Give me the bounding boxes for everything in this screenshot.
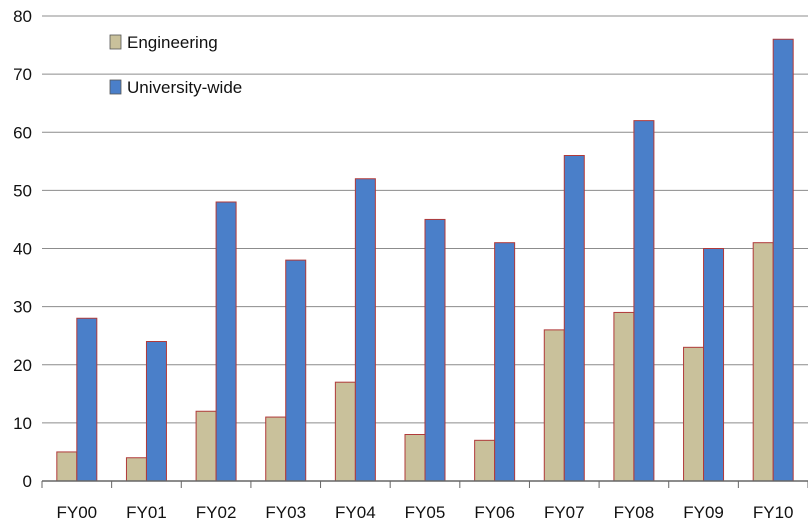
legend-swatch xyxy=(109,79,122,95)
x-tick-label: FY05 xyxy=(405,503,446,522)
bar-university-wide-fy04 xyxy=(354,178,376,482)
y-tick-label: 20 xyxy=(13,356,32,375)
bar-university-wide-fy10 xyxy=(772,38,794,482)
bar-university-wide-fy09 xyxy=(703,248,725,482)
bar-university-wide-fy05 xyxy=(424,218,446,482)
x-tick-label: FY09 xyxy=(683,503,724,522)
bar-university-wide-fy02 xyxy=(215,201,237,482)
x-tick-label: FY10 xyxy=(753,503,794,522)
x-tick-label: FY02 xyxy=(196,503,237,522)
bar-engineering-fy01 xyxy=(125,457,147,482)
bar-engineering-fy06 xyxy=(474,439,496,482)
x-axis-ticks: FY00 FY01 FY02 FY03 FY04 FY05 FY06 FY07 FY08 FY09… xyxy=(56,503,793,522)
y-tick-label: 60 xyxy=(13,123,32,142)
bar-university-wide-fy03 xyxy=(285,259,307,482)
y-axis-ticks: 0 10 20 30 40 50 60 70 80 xyxy=(13,7,32,491)
legend-label: Engineering xyxy=(127,33,218,52)
y-tick-label: 30 xyxy=(13,298,32,317)
y-tick-label: 50 xyxy=(13,181,32,200)
bar-university-wide-fy07 xyxy=(563,155,585,482)
x-tick-label: FY01 xyxy=(126,503,167,522)
bar-university-wide-fy06 xyxy=(494,242,516,482)
legend-label: University-wide xyxy=(127,78,242,97)
x-tick-label: FY03 xyxy=(265,503,306,522)
x-tick-label: FY06 xyxy=(474,503,515,522)
x-tick-label: FY00 xyxy=(56,503,97,522)
bar-engineering-fy08 xyxy=(613,311,635,482)
x-tick-label: FY08 xyxy=(614,503,655,522)
y-tick-label: 10 xyxy=(13,414,32,433)
legend-swatch xyxy=(109,34,122,50)
bar-university-wide-fy01 xyxy=(145,341,167,482)
x-tick-label: FY04 xyxy=(335,503,376,522)
bar-engineering-fy05 xyxy=(404,434,426,482)
bar-university-wide-fy08 xyxy=(633,120,655,482)
x-axis xyxy=(41,480,808,488)
bar-engineering-fy02 xyxy=(195,410,217,482)
bars xyxy=(56,38,794,482)
bar-engineering-fy03 xyxy=(265,416,287,482)
bar-engineering-fy07 xyxy=(543,329,565,482)
y-tick-label: 80 xyxy=(13,7,32,26)
bar-engineering-fy10 xyxy=(752,242,774,482)
y-tick-label: 40 xyxy=(13,240,32,259)
bar-engineering-fy09 xyxy=(683,346,705,482)
y-tick-label: 0 xyxy=(23,472,32,491)
bar-engineering-fy00 xyxy=(56,451,78,482)
bar-university-wide-fy00 xyxy=(76,317,98,482)
x-tick-label: FY07 xyxy=(544,503,585,522)
y-tick-label: 70 xyxy=(13,65,32,84)
legend: Engineering University-wide xyxy=(109,33,242,97)
bar-engineering-fy04 xyxy=(334,381,356,482)
